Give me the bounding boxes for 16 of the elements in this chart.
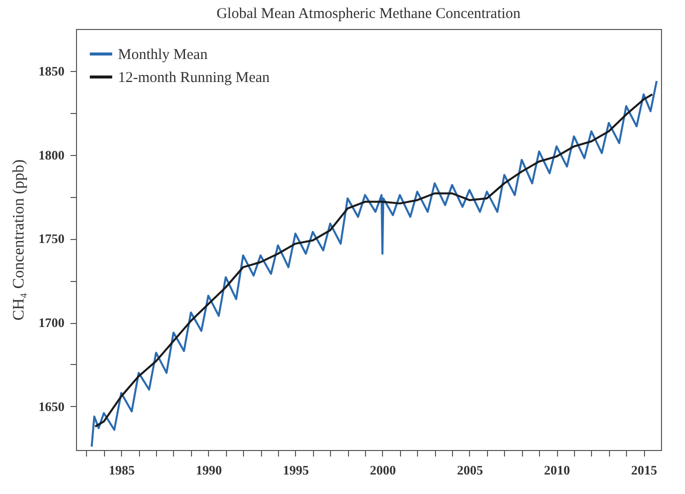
y-axis-title: CH₄ Concentration (ppb)	[10, 159, 28, 321]
y-tick-label: 1800	[38, 147, 64, 162]
x-tick-label: 1985	[108, 462, 136, 478]
legend-label: 12-month Running Mean	[118, 70, 270, 86]
x-tick-label: 2010	[544, 462, 570, 478]
x-tick-label: 1990	[196, 462, 222, 478]
x-tick-label: 1995	[282, 462, 310, 478]
y-tick-label: 1650	[38, 398, 64, 414]
y-tick-label: 1750	[38, 231, 64, 246]
y-tick-label: 1700	[38, 315, 64, 330]
x-tick-label: 2005	[456, 462, 484, 478]
x-tick-label: 2000	[370, 462, 396, 478]
x-tick-label: 2015	[631, 462, 658, 478]
chart-title: Global Mean Atmospheric Methane Concentration	[216, 6, 522, 22]
y-tick-label: 1850	[38, 63, 64, 78]
legend-label: Monthly Mean	[118, 47, 208, 63]
